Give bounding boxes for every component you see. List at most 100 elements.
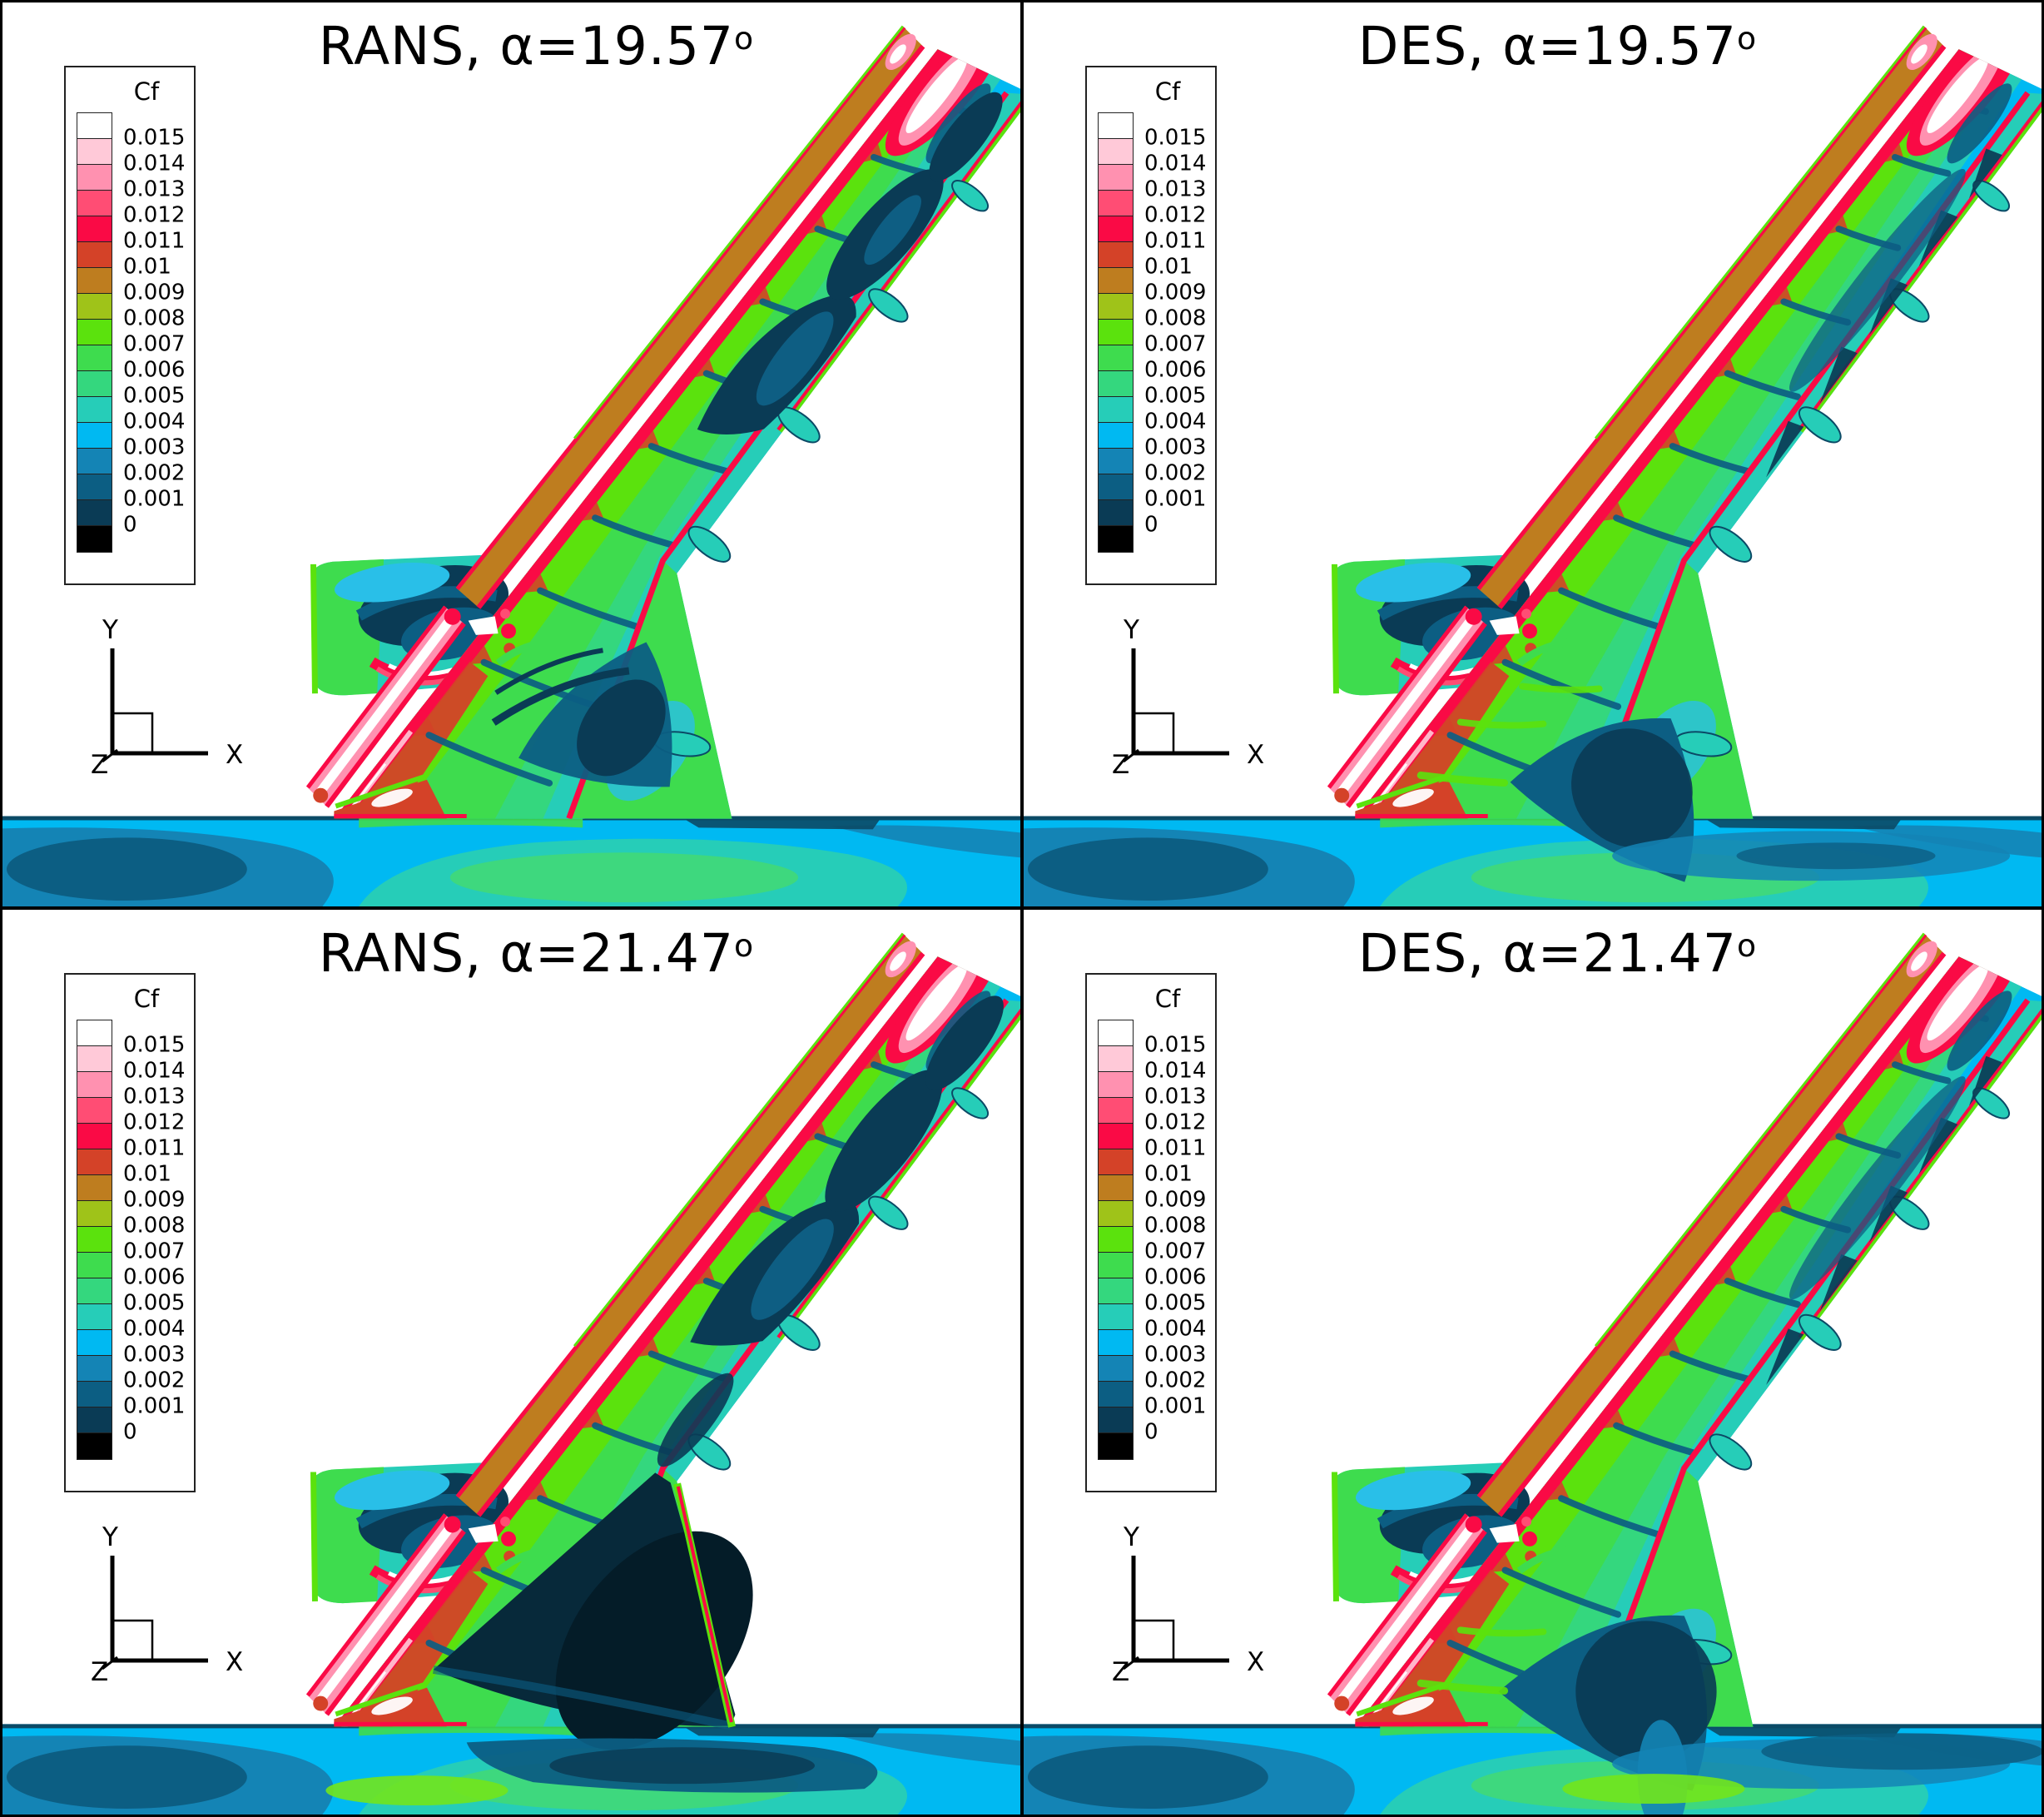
legend-tick-label: 0.001: [123, 486, 186, 512]
legend-swatch: [1099, 113, 1133, 139]
degree-superscript: o: [1736, 927, 1758, 964]
axis-x-label: X: [1247, 1647, 1264, 1677]
legend-swatch: [1099, 294, 1133, 320]
legend-swatch: [1099, 1046, 1133, 1072]
legend-tick-label: 0.004: [1144, 1316, 1207, 1342]
panel-title-text: RANS, α=21.47: [318, 923, 735, 984]
legend-tick-label: 0.003: [1144, 434, 1207, 460]
legend-swatch: [77, 1046, 112, 1072]
degree-superscript: o: [734, 927, 755, 964]
axis-z-label: Z: [91, 1657, 108, 1685]
axis-triad: Y X Z: [1112, 615, 1264, 778]
panel-title: DES, α=21.47o: [1358, 923, 1757, 984]
legend-swatch: [1099, 500, 1133, 526]
legend-swatch: [77, 1149, 112, 1175]
legend-tick-label: 0.005: [1144, 1290, 1207, 1316]
legend-swatch: [1099, 1020, 1133, 1046]
legend-swatch: [1099, 216, 1133, 242]
legend-swatch: [77, 113, 112, 139]
legend-swatch: [77, 423, 112, 449]
legend-tick-label: 0.013: [123, 1084, 186, 1110]
legend-tick-label: 0.008: [123, 1213, 186, 1239]
panel-rans-a1957: Cf 0.015 0.014 0.013 0.012 0.011 0.01 0.009 0.0…: [2, 2, 1020, 906]
legend-swatch: [77, 191, 112, 216]
legend-swatch: [77, 526, 112, 552]
legend-tick-label: 0.007: [123, 331, 186, 357]
legend-tick-label: 0.015: [1144, 1032, 1207, 1058]
legend-swatch: [1099, 474, 1133, 500]
panel-title-text: DES, α=19.57: [1357, 16, 1737, 77]
legend-tick-label: 0: [1144, 512, 1158, 538]
legend-swatch: [77, 1356, 112, 1382]
legend-swatch: [1099, 1278, 1133, 1304]
legend-tick-label: 0.014: [1144, 1058, 1207, 1084]
legend-tick-label: 0.012: [123, 202, 186, 228]
legend-tick-label: 0.007: [1144, 1239, 1207, 1264]
legend-tick-label: 0.011: [1144, 228, 1207, 254]
legend-tick-label: 0.004: [1144, 409, 1207, 434]
legend-swatch: [77, 1201, 112, 1227]
legend-bar: [77, 1020, 112, 1460]
legend-swatch: [1099, 1382, 1133, 1407]
legend-tick-label: 0.009: [1144, 1187, 1207, 1213]
legend-swatch: [1099, 242, 1133, 268]
legend-tick-label: 0.006: [1144, 357, 1207, 383]
legend-bar: [1098, 1020, 1134, 1460]
legend-swatch: [1099, 345, 1133, 371]
axis-x-label: X: [226, 740, 243, 770]
legend-swatch: [77, 1304, 112, 1330]
legend-swatch: [77, 449, 112, 474]
legend-tick-label: 0.013: [1144, 1084, 1207, 1110]
legend-swatch: [1099, 1433, 1133, 1459]
legend-swatch: [1099, 1201, 1133, 1227]
legend-swatch: [77, 345, 112, 371]
legend-tick-label: 0.014: [1144, 151, 1207, 176]
legend-tick-label: 0.011: [123, 1135, 186, 1161]
legend-tick-label: 0.006: [1144, 1264, 1207, 1290]
axis-triad: Y X Z: [1112, 1522, 1264, 1685]
legend-tick-label: 0.002: [1144, 1368, 1207, 1393]
axis-x-label: X: [226, 1647, 243, 1677]
legend-swatch: [1099, 1149, 1133, 1175]
legend-tick-label: 0.015: [123, 125, 186, 151]
legend-tick-label: 0: [1144, 1419, 1158, 1445]
legend-swatch: [1099, 1227, 1133, 1253]
legend-swatch: [77, 216, 112, 242]
legend-tick-label: 0.009: [123, 1187, 186, 1213]
legend-swatch: [1099, 1330, 1133, 1356]
degree-superscript: o: [1736, 20, 1758, 57]
legend-swatch: [1099, 191, 1133, 216]
legend-labels: 0.015 0.014 0.013 0.012 0.011 0.01 0.009 0.008 0…: [1144, 112, 1224, 553]
legend-swatch: [77, 320, 112, 345]
legend-swatch: [1099, 1072, 1133, 1098]
legend-swatch: [1099, 1304, 1133, 1330]
legend-tick-label: 0.008: [1144, 1213, 1207, 1239]
degree-superscript: o: [734, 20, 755, 57]
legend-swatch: [77, 1098, 112, 1124]
legend-tick-label: 0.001: [1144, 1393, 1207, 1419]
legend-swatch: [77, 294, 112, 320]
legend-tick-label: 0.007: [1144, 331, 1207, 357]
legend-tick-label: 0.013: [1144, 176, 1207, 202]
legend-tick-label: 0.005: [1144, 383, 1207, 409]
legend-tick-label: 0.012: [123, 1110, 186, 1135]
legend-swatch: [1099, 371, 1133, 397]
legend-tick-label: 0.015: [1144, 125, 1207, 151]
legend-swatch: [77, 268, 112, 294]
legend-tick-label: 0.003: [1144, 1342, 1207, 1368]
legend-swatch: [77, 1433, 112, 1459]
legend-tick-label: 0.014: [123, 151, 186, 176]
axis-x-label: X: [1247, 740, 1264, 770]
axis-y-label: Y: [1123, 1522, 1139, 1552]
legend-swatch: [1099, 1356, 1133, 1382]
legend-swatch: [77, 1382, 112, 1407]
legend-swatch: [1099, 423, 1133, 449]
legend-swatch: [77, 1407, 112, 1433]
legend-swatch: [77, 500, 112, 526]
legend-tick-label: 0.01: [1144, 1161, 1193, 1187]
legend-tick-label: 0.015: [123, 1032, 186, 1058]
panel-title: DES, α=19.57o: [1358, 16, 1757, 77]
panel-des-a2147: Cf 0.015 0.014 0.013 0.012 0.011 0.01 0.009 0.0…: [1024, 910, 2042, 1815]
legend-tick-label: 0.003: [123, 1342, 186, 1368]
axis-y-label: Y: [102, 615, 118, 645]
